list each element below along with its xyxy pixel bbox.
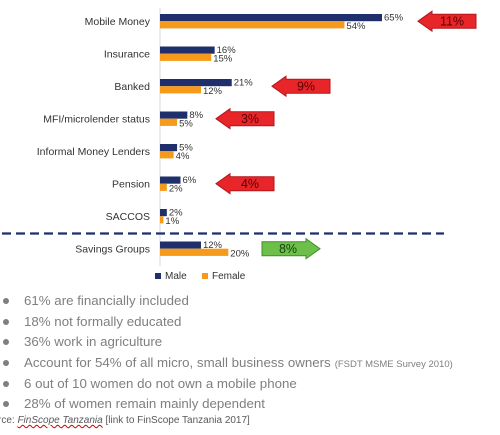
bullet-item: 6 out of 10 women do not own a mobile ph… <box>0 374 500 395</box>
gap-arrow-pension <box>215 172 275 195</box>
source-prefix: rce: <box>0 415 15 426</box>
bullet-text: Account for 54% of all micro, small busi… <box>24 355 331 371</box>
value-label-male-saccos: 2% <box>169 208 183 219</box>
value-label-female-informal-money-lenders: 4% <box>176 151 190 162</box>
bar-female-banked <box>160 86 201 94</box>
bar-male-informal-money-lenders <box>160 144 178 152</box>
bar-male-savings-groups <box>160 241 201 249</box>
legend-swatch-female <box>202 273 208 279</box>
value-label-male-pension: 6% <box>182 175 196 186</box>
bullet-text: 36% work in agriculture <box>24 334 163 350</box>
category-label-informal-money-lenders: Informal Money Lenders <box>37 146 150 158</box>
bullet-text: 28% of women remain mainly dependent <box>24 396 265 412</box>
value-label-male-savings-groups: 12% <box>203 240 223 251</box>
legend-swatch-male <box>155 273 161 279</box>
bar-female-mfi-microlender-status <box>160 118 178 126</box>
source-note: rce: FinScope Tanzania [link to FinScope… <box>0 415 250 426</box>
category-label-savings-groups: Savings Groups <box>75 244 150 256</box>
gap-label-mobile-money: 11% <box>440 15 464 29</box>
value-label-female-pension: 2% <box>169 184 183 195</box>
source-name: FinScope Tanzania <box>17 415 103 426</box>
bullet-note: (FSDT MSME Survey 2010) <box>334 359 453 371</box>
category-label-saccos: SACCOS <box>106 211 150 223</box>
gender-gap-bar-chart: Mobile Money 65% 54% Insurance 16%15% Banked 2… <box>2 8 477 282</box>
bar-male-mfi-microlender-status <box>160 111 188 119</box>
bar-female-savings-groups <box>160 248 229 256</box>
bar-female-insurance <box>160 53 212 61</box>
bullet-item: 18% not formally educated <box>0 312 500 333</box>
legend-label-female: Female <box>212 271 246 282</box>
value-label-male-mobile-money: 65% <box>384 13 404 24</box>
value-label-female-insurance: 15% <box>213 54 233 65</box>
bullet-dot-icon <box>3 360 9 367</box>
value-label-male-mfi-microlender-status: 8% <box>189 110 203 121</box>
gap-label-pension: 4% <box>241 177 259 191</box>
category-label-pension: Pension <box>112 179 150 191</box>
bar-female-pension <box>160 183 167 191</box>
bullet-list: 61% are financially included 18% not for… <box>0 291 500 415</box>
bullet-text: 6 out of 10 women do not own a mobile ph… <box>24 375 297 391</box>
gap-arrow-banked <box>271 75 331 98</box>
bullet-item: 28% of women remain mainly dependent <box>0 394 500 415</box>
bullet-dot-icon <box>3 318 9 325</box>
bullet-text: 61% are financially included <box>24 293 189 308</box>
value-label-female-savings-groups: 20% <box>230 249 250 260</box>
gap-arrow-mfi-microlender-status <box>215 107 275 130</box>
value-label-female-mfi-microlender-status: 5% <box>179 119 193 130</box>
bar-male-insurance <box>160 46 215 54</box>
bullet-dot-icon <box>3 401 9 408</box>
bar-male-saccos <box>160 209 167 217</box>
gap-label-banked: 9% <box>297 80 315 94</box>
bar-male-mobile-money <box>160 14 382 22</box>
bar-female-mobile-money <box>160 21 345 29</box>
category-label-insurance: Insurance <box>104 49 150 61</box>
bullet-dot-icon <box>3 339 9 346</box>
bullet-item: 61% are financially included <box>0 291 500 312</box>
value-label-female-saccos: 1% <box>165 216 179 227</box>
bullet-item: 36% work in agriculture <box>0 332 500 353</box>
bullet-text: 18% not formally educated <box>24 313 182 329</box>
bar-female-informal-money-lenders <box>160 151 174 159</box>
bar-male-pension <box>160 176 181 184</box>
gap-arrow-savings-groups <box>261 237 321 260</box>
value-label-male-insurance: 16% <box>217 45 237 56</box>
bar-female-saccos <box>160 216 164 224</box>
gap-arrow-mobile-money <box>417 10 477 33</box>
value-label-male-informal-money-lenders: 5% <box>179 143 193 154</box>
category-label-mobile-money: Mobile Money <box>85 16 151 28</box>
bullet-item: Account for 54% of all micro, small busi… <box>0 353 500 374</box>
bar-male-banked <box>160 79 232 87</box>
value-label-female-mobile-money: 54% <box>346 21 366 32</box>
bullet-dot-icon <box>3 380 9 387</box>
source-suffix: [link to FinScope Tanzania 2017] <box>102 415 250 426</box>
value-label-female-banked: 12% <box>203 86 223 97</box>
gap-label-savings-groups: 8% <box>279 242 297 256</box>
category-label-mfi-microlender-status: MFI/microlender status <box>43 114 150 126</box>
category-label-banked: Banked <box>114 81 150 93</box>
bullet-dot-icon <box>3 298 9 304</box>
gap-label-mfi-microlender-status: 3% <box>241 112 259 126</box>
value-label-male-banked: 21% <box>234 78 254 89</box>
legend-label-male: Male <box>165 271 187 282</box>
